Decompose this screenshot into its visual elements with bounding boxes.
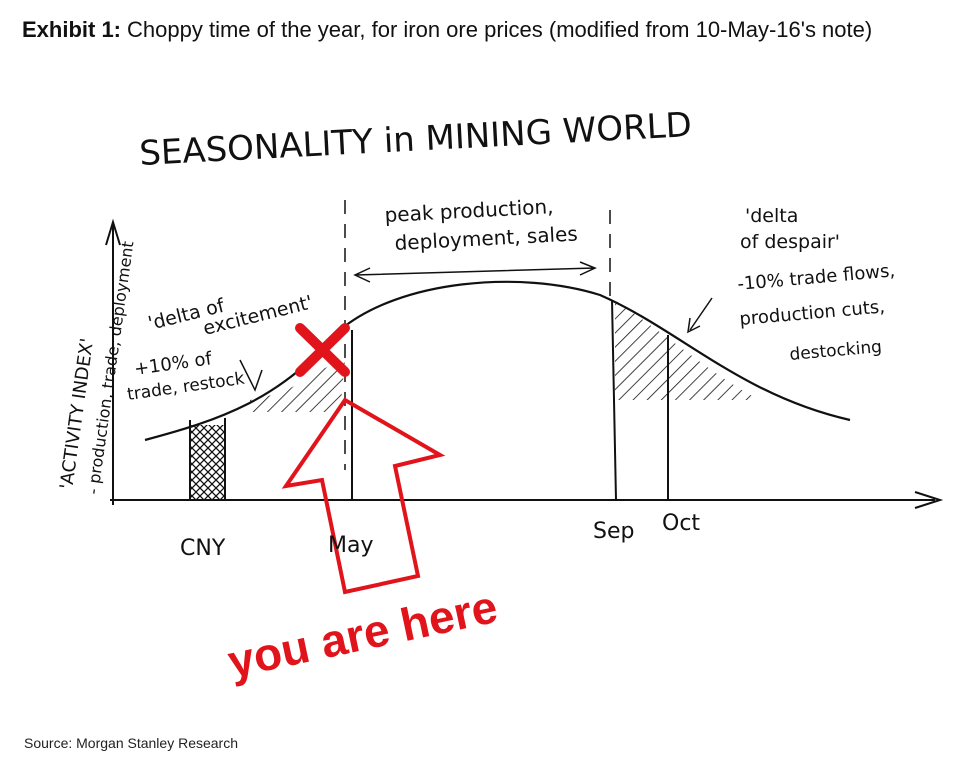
- annotation: peak production,: [384, 194, 554, 227]
- cny-box: [190, 425, 225, 500]
- exhibit-text: Choppy time of the year, for iron ore pr…: [127, 17, 873, 42]
- annotation: -10% trade flows,: [737, 260, 896, 295]
- annotation: of despair': [740, 231, 840, 253]
- drawing: [105, 200, 944, 509]
- red-arrow: [281, 397, 446, 595]
- x-axis: [110, 491, 944, 509]
- sketch-title: SEASONALITY in MINING WORLD: [138, 105, 692, 174]
- annotation: destocking: [789, 337, 883, 365]
- annotation: production cuts,: [739, 296, 886, 330]
- hatch-down: [615, 300, 760, 400]
- annotation: deployment, sales: [394, 221, 578, 255]
- x-label: CNY: [180, 536, 226, 561]
- annotation: 'delta: [745, 205, 798, 227]
- source: Source: Morgan Stanley Research: [24, 735, 238, 751]
- hatch-up: [250, 360, 345, 412]
- x-label: Oct: [662, 511, 700, 536]
- red-x: [295, 323, 350, 377]
- exhibit-title: Exhibit 1: Choppy time of the year, for i…: [22, 16, 937, 44]
- callout: you are here: [223, 580, 501, 688]
- x-label: Sep: [593, 519, 634, 544]
- x-label: May: [328, 533, 373, 558]
- exhibit-label: Exhibit 1:: [22, 17, 122, 42]
- y-axis: [105, 218, 121, 505]
